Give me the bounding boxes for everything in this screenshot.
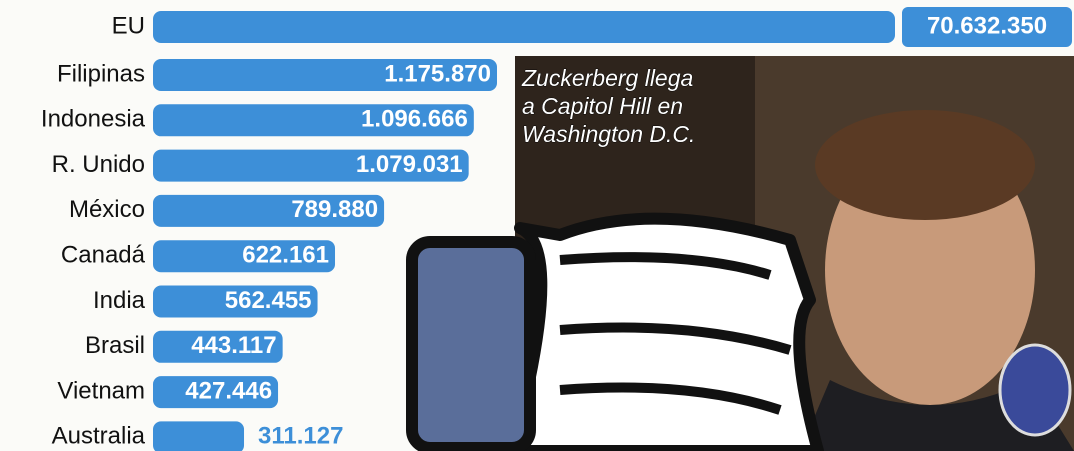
photo: [412, 56, 1074, 451]
category-label: Indonesia: [41, 106, 146, 133]
caption-line: a Capitol Hill en: [522, 93, 683, 119]
value-label: 1.175.870: [384, 60, 491, 87]
value-label: 1.079.031: [356, 151, 463, 178]
category-label: Canadá: [61, 242, 146, 269]
category-label: EU: [112, 12, 145, 39]
value-label: 1.096.666: [361, 106, 468, 133]
category-label: Brasil: [85, 332, 145, 359]
value-label: 562.455: [225, 287, 312, 314]
caption-line: Washington D.C.: [522, 121, 695, 147]
category-label: México: [69, 196, 145, 223]
chart: Zuckerberg llegaa Capitol Hill enWashing…: [0, 0, 1074, 451]
bar: [153, 421, 244, 451]
value-label: 427.446: [185, 377, 272, 404]
category-label: Vietnam: [57, 377, 145, 404]
category-label: R. Unido: [52, 151, 145, 178]
category-label: Australia: [52, 423, 146, 450]
value-label: 443.117: [191, 332, 276, 359]
caption-line: Zuckerberg llega: [521, 65, 693, 91]
value-label: 70.632.350: [927, 12, 1047, 39]
value-label: 311.127: [258, 423, 343, 450]
bar: [153, 11, 895, 43]
value-label: 789.880: [291, 196, 378, 223]
category-label: India: [93, 287, 146, 314]
value-label: 622.161: [242, 242, 329, 269]
category-label: Filipinas: [57, 60, 145, 87]
